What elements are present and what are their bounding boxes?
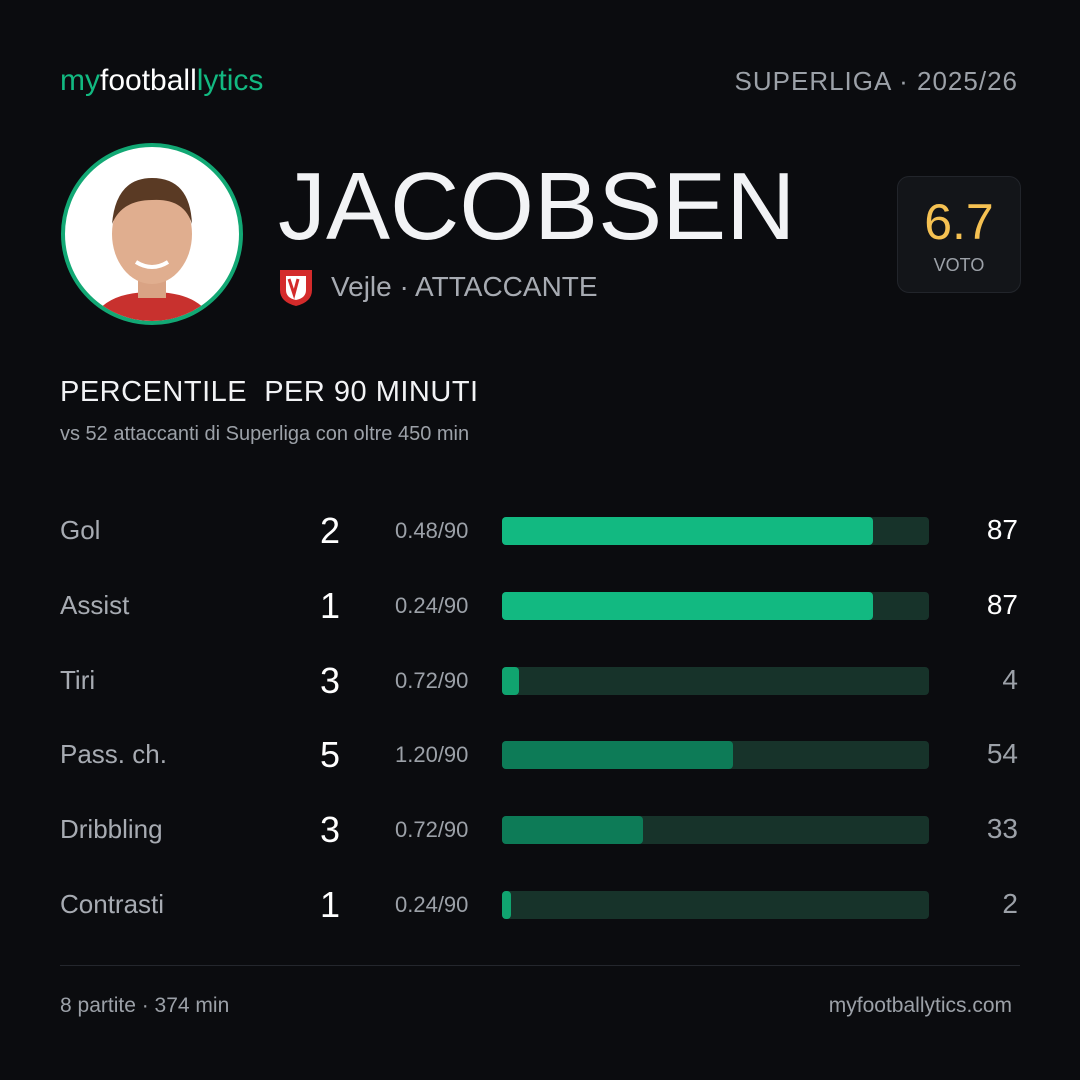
- stat-per90: 0.24/90: [395, 592, 469, 618]
- avatar: [61, 143, 243, 325]
- stat-total: 2: [319, 510, 341, 551]
- bar-track: [502, 741, 929, 770]
- stat-total: 3: [319, 659, 341, 701]
- bar-track: [502, 816, 929, 845]
- footer-right: myfootballytics.com: [828, 994, 1012, 1017]
- percentile: 54: [986, 738, 1018, 770]
- bar: [502, 891, 511, 919]
- bar: [502, 741, 733, 770]
- percentile: 33: [986, 813, 1018, 845]
- brand-part: football: [100, 64, 197, 97]
- bar: [502, 816, 643, 845]
- bar-track: [502, 666, 929, 695]
- brand-part: my: [60, 64, 100, 97]
- club-crest: [280, 270, 312, 306]
- bar-track: [502, 591, 929, 620]
- bar: [502, 666, 520, 695]
- stat-per90: 0.48/90: [395, 518, 469, 543]
- stat-total: 3: [319, 809, 341, 851]
- stat-total: 1: [319, 884, 341, 925]
- brand-part: lytics: [196, 64, 264, 97]
- percentile: 87: [986, 514, 1018, 545]
- competition: SUPERLIGA · 2025/26: [734, 66, 1018, 96]
- rating-box: 6.7 VOTO: [897, 176, 1021, 293]
- section-title: PERCENTILE PER 90 MINUTI: [60, 376, 479, 408]
- rating-label: VOTO: [933, 255, 985, 275]
- stat-label: Gol: [60, 515, 101, 545]
- club-position: Vejle · ATTACCANTE: [331, 271, 598, 302]
- stat-label: Assist: [60, 589, 130, 620]
- stat-per90: 0.72/90: [395, 817, 469, 843]
- footer-left: 8 partite · 374 min: [60, 994, 230, 1017]
- brand: myfootballlytics: [60, 64, 263, 98]
- stat-label: Contrasti: [60, 889, 165, 919]
- bar-track: [502, 891, 929, 919]
- stat-per90: 0.24/90: [395, 892, 469, 917]
- stat-per90: 1.20/90: [395, 742, 469, 768]
- rating: 6.7: [924, 194, 994, 250]
- player-name: JACOBSEN: [278, 153, 796, 260]
- stat-label: Tiri: [60, 664, 96, 695]
- stat-total: 5: [319, 734, 341, 776]
- stat-total: 1: [319, 584, 341, 626]
- percentile: 2: [1002, 888, 1018, 919]
- divider: [60, 965, 1020, 966]
- percentile: 4: [1002, 663, 1018, 695]
- stat-per90: 0.72/90: [395, 667, 469, 693]
- bar-track: [502, 517, 929, 545]
- stat-label: Pass. ch.: [60, 739, 167, 770]
- bar: [502, 591, 874, 620]
- section-subtitle: vs 52 attaccanti di Superliga con oltre …: [60, 423, 470, 445]
- stat-label: Dribbling: [60, 814, 163, 845]
- bar: [502, 517, 874, 545]
- percentile: 87: [986, 588, 1018, 620]
